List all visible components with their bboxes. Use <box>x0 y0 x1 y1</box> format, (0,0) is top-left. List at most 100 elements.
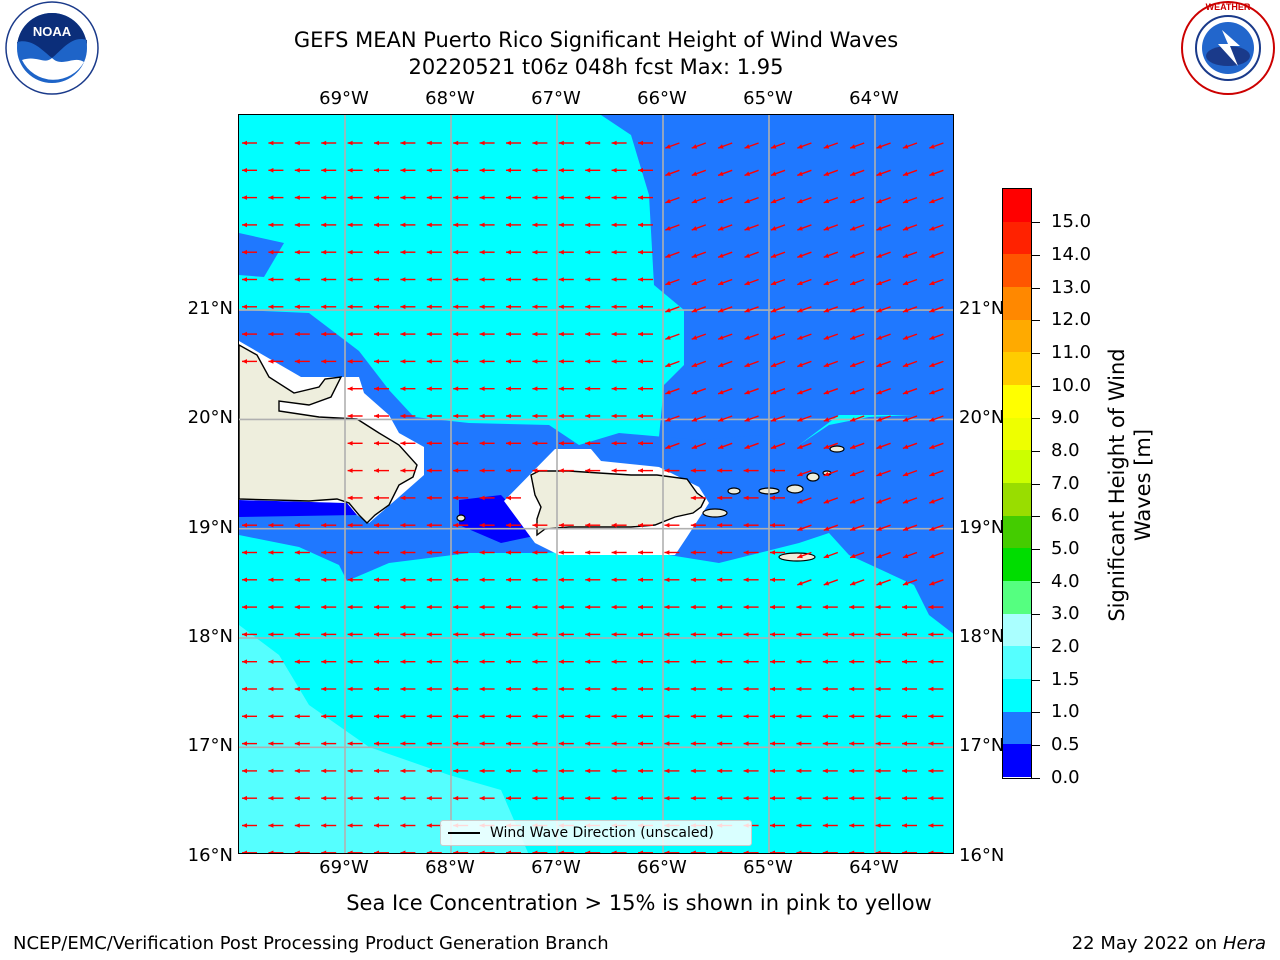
wave-direction-arrow <box>611 686 627 692</box>
map-area[interactable] <box>238 114 954 854</box>
wave-direction-arrow <box>690 795 706 801</box>
wave-direction-arrow <box>638 413 653 419</box>
wave-band-1.5-2.0 <box>239 625 529 853</box>
wave-direction-arrow <box>532 331 548 337</box>
wave-band-0.0-0.5 <box>239 500 357 517</box>
wave-direction-arrow <box>532 686 548 692</box>
wave-direction-arrow <box>928 659 944 664</box>
colorbar-segment <box>1003 385 1031 418</box>
wave-direction-arrow <box>479 195 495 200</box>
bottom-longitude-label: 65°W <box>743 857 793 878</box>
wave-direction-arrow <box>321 249 337 255</box>
wave-direction-arrow <box>902 469 918 477</box>
wave-direction-arrow <box>426 495 442 501</box>
wave-direction-arrow <box>558 686 574 692</box>
wave-direction-arrow <box>374 140 389 146</box>
wave-direction-arrow <box>822 823 838 828</box>
wave-direction-arrow <box>374 386 389 391</box>
wave-direction-arrow <box>321 140 337 146</box>
wave-direction-arrow <box>453 795 469 801</box>
wave-direction-arrow <box>453 659 469 664</box>
wave-direction-arrow <box>479 714 495 719</box>
wave-direction-arrow <box>928 741 944 746</box>
wave-direction-arrow <box>242 823 257 828</box>
wave-direction-arrow <box>770 224 786 231</box>
wave-direction-arrow <box>268 768 284 774</box>
wave-direction-arrow <box>532 550 548 555</box>
wave-direction-arrow <box>902 823 917 828</box>
wave-direction-arrow <box>823 142 839 149</box>
colorbar-tick <box>1032 418 1040 420</box>
wave-direction-arrow <box>770 686 785 692</box>
colorbar-segment <box>1003 613 1031 647</box>
wave-direction-arrow <box>902 795 917 801</box>
wave-direction-arrow <box>690 577 706 583</box>
wave-direction-arrow <box>823 579 839 586</box>
wave-direction-arrow <box>611 577 627 583</box>
wave-direction-arrow <box>770 360 786 368</box>
wave-direction-arrow <box>849 659 865 664</box>
wave-direction-arrow <box>242 304 257 310</box>
wave-direction-arrow <box>690 604 706 610</box>
wave-direction-arrow <box>426 304 442 310</box>
wave-direction-arrow <box>902 251 918 258</box>
wave-direction-arrow <box>426 277 442 282</box>
wave-direction-arrow <box>691 278 707 286</box>
wave-direction-arrow <box>426 468 442 473</box>
wave-direction-arrow <box>374 277 389 282</box>
wave-direction-arrow <box>611 359 627 364</box>
wave-direction-arrow <box>902 768 917 774</box>
wave-direction-arrow <box>770 468 785 473</box>
wave-direction-arrow <box>690 659 706 664</box>
wave-direction-arrow <box>823 169 839 177</box>
wave-direction-arrow <box>665 333 680 340</box>
wave-direction-arrow <box>453 304 469 310</box>
colorbar-label: 9.0 <box>1051 407 1080 429</box>
wave-direction-arrow <box>558 659 574 664</box>
bottom-longitude-label: 69°W <box>319 857 369 878</box>
wave-direction-arrow <box>374 604 389 610</box>
wave-direction-arrow <box>611 304 627 310</box>
wave-direction-arrow <box>690 686 706 692</box>
wave-direction-arrow <box>929 497 944 504</box>
wave-direction-arrow <box>532 850 548 853</box>
wave-direction-arrow <box>347 468 363 473</box>
wave-direction-arrow <box>929 224 944 231</box>
wave-direction-arrow <box>691 388 707 395</box>
wave-direction-arrow <box>321 795 337 801</box>
wave-direction-arrow <box>479 686 495 692</box>
wave-direction-arrow <box>770 306 786 313</box>
wave-direction-arrow <box>770 659 785 664</box>
wave-direction-arrow <box>242 741 257 746</box>
left-latitude-label: 17°N <box>187 735 233 757</box>
wave-direction-arrow <box>585 686 601 692</box>
wave-direction-arrow <box>875 714 891 719</box>
wave-direction-arrow <box>743 686 759 692</box>
wave-direction-arrow <box>585 632 601 637</box>
bottom-longitude-label: 66°W <box>637 857 687 878</box>
wave-direction-arrow <box>796 768 812 774</box>
wave-direction-arrow <box>770 495 785 501</box>
wave-direction-arrow <box>585 195 601 200</box>
wave-direction-arrow <box>453 386 469 391</box>
wave-direction-arrow <box>876 278 891 286</box>
wave-direction-arrow <box>268 249 284 255</box>
colorbar-label: 4.0 <box>1051 570 1080 592</box>
wave-direction-arrow <box>453 495 469 501</box>
wave-direction-arrow <box>453 168 469 173</box>
wave-direction-arrow <box>585 413 601 419</box>
wave-direction-arrow <box>875 850 891 853</box>
wave-direction-arrow <box>268 604 284 610</box>
wave-direction-arrow <box>743 550 759 555</box>
wave-direction-arrow <box>506 768 521 774</box>
wave-direction-arrow <box>691 196 707 204</box>
wave-direction-arrow <box>479 768 495 774</box>
wave-direction-arrow <box>638 468 653 473</box>
wave-direction-arrow <box>426 249 442 255</box>
colorbar-tick <box>1032 548 1040 550</box>
wave-direction-arrow <box>611 604 627 610</box>
wave-direction-arrow <box>558 768 574 774</box>
wave-direction-arrow <box>558 795 574 801</box>
wave-direction-arrow <box>717 577 733 583</box>
wave-direction-arrow <box>717 196 733 204</box>
